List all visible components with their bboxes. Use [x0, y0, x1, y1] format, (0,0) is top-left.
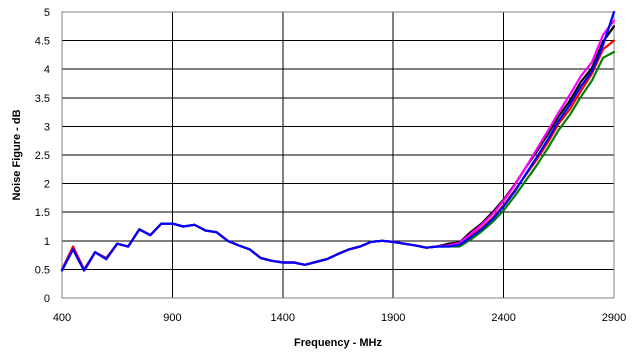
x-tick-label: 1900	[381, 312, 405, 324]
y-axis-title: Noise Figure - dB	[11, 109, 23, 200]
x-tick-label: 400	[53, 312, 71, 324]
x-axis-ticks: 400 900 1400 1900 2400 2900	[53, 312, 626, 324]
y-tick-label: 4	[44, 64, 50, 76]
y-tick-label: 2.5	[35, 150, 50, 162]
y-tick-label: 3	[44, 121, 50, 133]
x-tick-label: 2900	[602, 312, 626, 324]
y-tick-label: 3.5	[35, 93, 50, 105]
y-tick-label: 1	[44, 236, 50, 248]
y-tick-label: 0.5	[35, 264, 50, 276]
x-axis-title: Frequency - MHz	[294, 337, 383, 349]
y-tick-label: 2	[44, 179, 50, 191]
series-group	[60, 10, 616, 272]
plot-area-frame	[61, 11, 615, 299]
y-tick-label: 4.5	[35, 36, 50, 48]
y-tick-label: 1.5	[35, 207, 50, 219]
y-tick-label: 0	[44, 293, 50, 305]
x-tick-label: 2400	[491, 312, 515, 324]
y-axis-ticks: 0 0.5 1 1.5 2 2.5 3 3.5 4 4.5 5	[35, 7, 50, 305]
series-line-5	[60, 10, 616, 272]
x-tick-label: 1400	[271, 312, 295, 324]
x-tick-label: 900	[163, 312, 181, 324]
y-tick-label: 5	[44, 7, 50, 19]
series-line-3	[60, 25, 616, 272]
